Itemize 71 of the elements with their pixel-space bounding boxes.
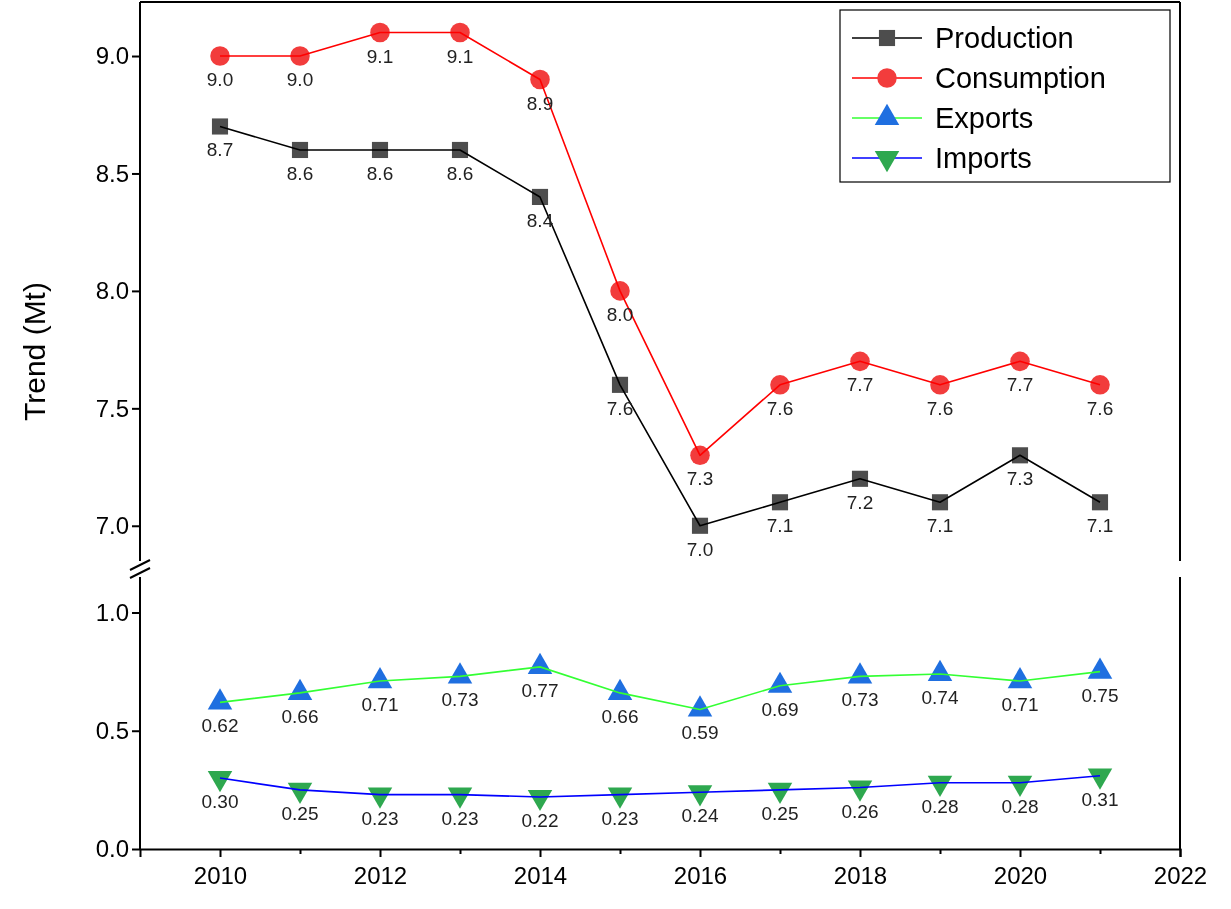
y-tick-label: 8.5 xyxy=(95,159,129,187)
data-label: 0.62 xyxy=(201,715,239,737)
y-axis-title: Trend (Mt) xyxy=(18,282,51,421)
point xyxy=(1090,375,1110,395)
data-label: 9.1 xyxy=(446,45,474,67)
data-label: 0.74 xyxy=(921,686,959,708)
data-label: 0.25 xyxy=(281,802,319,824)
data-label: 8.0 xyxy=(606,303,634,325)
x-tick-label: 2022 xyxy=(1153,862,1208,889)
data-label: 0.24 xyxy=(681,805,719,827)
data-label: 7.6 xyxy=(926,397,954,419)
data-label: 0.23 xyxy=(441,807,479,829)
data-label: 7.0 xyxy=(686,538,714,560)
data-label: 0.30 xyxy=(201,791,239,813)
data-label: 7.7 xyxy=(846,374,874,396)
data-label: 0.69 xyxy=(761,698,799,720)
data-label: 8.6 xyxy=(446,162,474,184)
legend-label: Consumption xyxy=(935,62,1106,94)
y-tick-label: 7.0 xyxy=(95,511,129,539)
x-tick-label: 2016 xyxy=(673,862,728,889)
data-label: 7.6 xyxy=(766,397,794,419)
data-label: 9.0 xyxy=(286,69,314,91)
data-label: 8.6 xyxy=(366,162,394,184)
data-label: 7.1 xyxy=(766,515,794,537)
data-label: 9.0 xyxy=(206,69,234,91)
legend-label: Production xyxy=(935,22,1074,54)
data-label: 7.3 xyxy=(686,468,714,490)
x-tick-label: 2010 xyxy=(193,862,248,889)
data-label: 0.66 xyxy=(281,705,319,727)
point xyxy=(210,46,230,66)
point xyxy=(211,118,229,135)
y-tick-label: 1.0 xyxy=(95,598,129,626)
y-tick-label: 0.0 xyxy=(95,835,129,863)
data-label: 0.31 xyxy=(1081,788,1119,810)
data-label: 0.77 xyxy=(521,679,559,701)
data-label: 8.7 xyxy=(206,139,234,161)
data-label: 0.23 xyxy=(601,807,639,829)
y-tick-label: 8.0 xyxy=(95,277,129,305)
data-label: 0.23 xyxy=(361,807,399,829)
data-label: 0.73 xyxy=(841,689,879,711)
data-label: 7.2 xyxy=(846,491,874,513)
data-label: 0.28 xyxy=(1001,795,1039,817)
data-label: 0.73 xyxy=(441,689,479,711)
data-label: 0.75 xyxy=(1081,684,1119,706)
legend-label: Exports xyxy=(935,102,1034,134)
data-label: 7.1 xyxy=(926,515,954,537)
data-label: 0.28 xyxy=(921,795,959,817)
x-tick-label: 2020 xyxy=(993,862,1048,889)
data-label: 7.7 xyxy=(1006,374,1034,396)
data-label: 8.6 xyxy=(286,162,314,184)
point xyxy=(1091,494,1109,511)
data-label: 7.1 xyxy=(1086,515,1114,537)
data-label: 9.1 xyxy=(366,45,394,67)
legend-label: Imports xyxy=(935,142,1032,174)
data-label: 0.59 xyxy=(681,722,719,744)
data-label: 0.71 xyxy=(1001,694,1039,716)
data-label: 7.6 xyxy=(606,397,634,419)
y-tick-label: 0.5 xyxy=(95,716,129,744)
y-tick-label: 7.5 xyxy=(95,394,129,422)
y-tick-label: 9.0 xyxy=(95,42,129,70)
x-tick-label: 2014 xyxy=(513,862,568,889)
data-label: 7.6 xyxy=(1086,397,1114,419)
data-label: 0.25 xyxy=(761,802,799,824)
data-label: 0.66 xyxy=(601,705,639,727)
x-tick-label: 2018 xyxy=(833,862,888,889)
point xyxy=(450,22,470,43)
data-label: 0.22 xyxy=(521,809,559,831)
data-label: 7.3 xyxy=(1006,468,1034,490)
x-tick-label: 2012 xyxy=(353,862,408,889)
data-label: 0.26 xyxy=(841,800,879,822)
data-label: 0.71 xyxy=(361,694,399,716)
